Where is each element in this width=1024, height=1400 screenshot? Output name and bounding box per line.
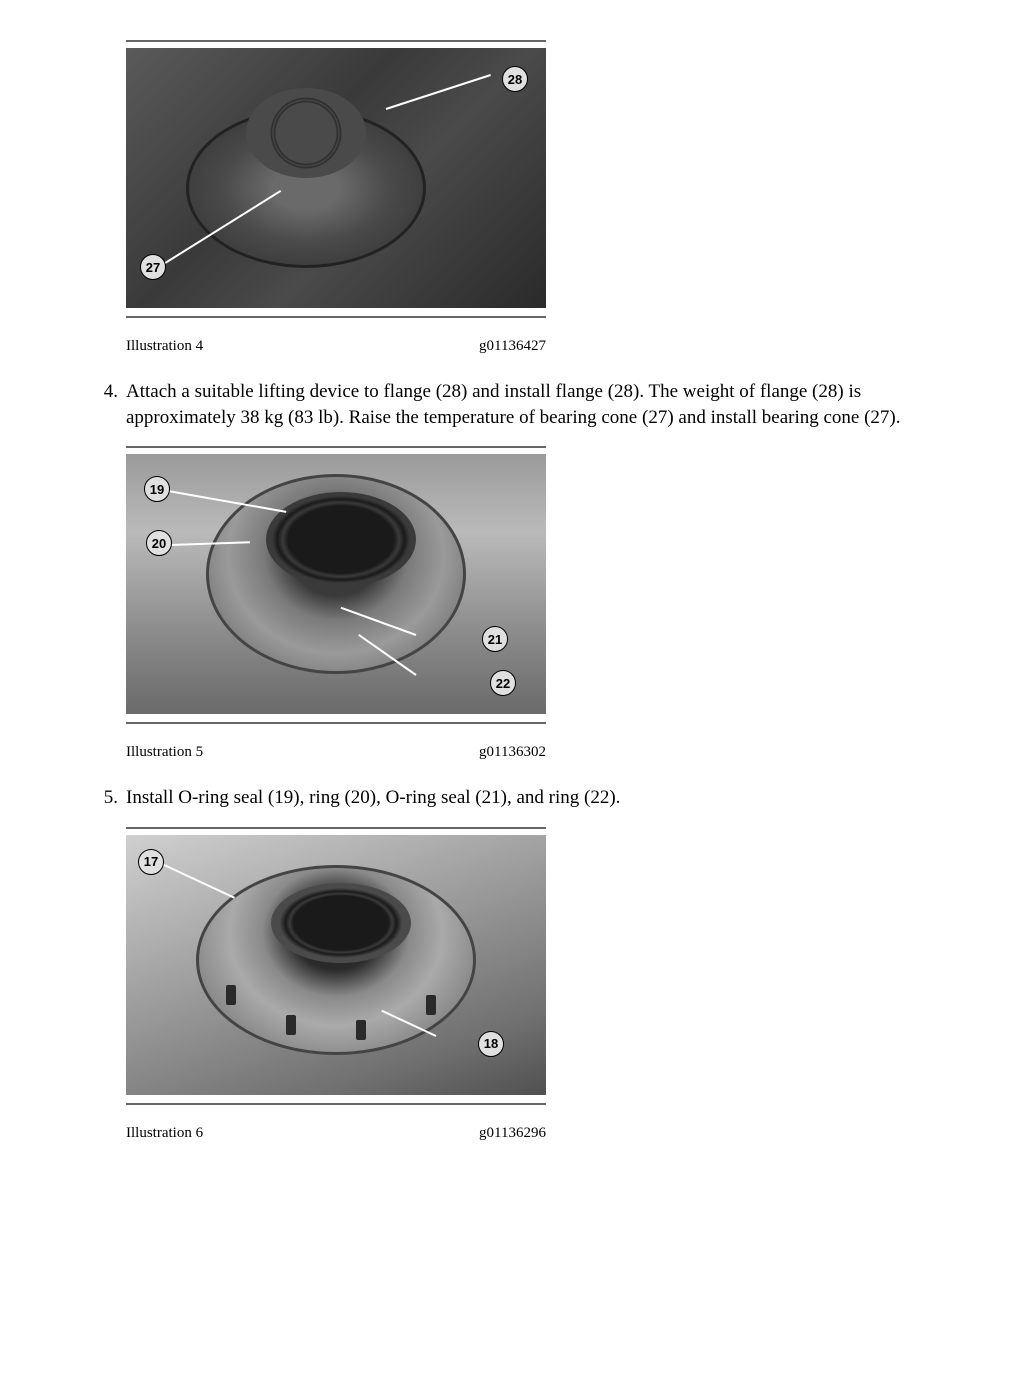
callout-21: 21	[482, 626, 508, 652]
callout-28: 28	[502, 66, 528, 92]
illustration-6-image: 17 18	[126, 835, 546, 1095]
callout-17: 17	[138, 849, 164, 875]
callout-20: 20	[146, 530, 172, 556]
step-4-number: 4.	[90, 379, 126, 430]
illustration-4-code: g01136427	[479, 338, 546, 355]
callout-19: 19	[144, 476, 170, 502]
illustration-5-image: 19 20 21 22	[126, 454, 546, 714]
illustration-4-label: Illustration 4	[126, 338, 203, 355]
illustration-4-image: 27 28	[126, 48, 546, 308]
callout-18: 18	[478, 1031, 504, 1057]
illustration-5-code: g01136302	[479, 744, 546, 761]
illustration-6-label: Illustration 6	[126, 1125, 203, 1142]
step-4-text: Attach a suitable lifting device to flan…	[126, 379, 934, 430]
illustration-5-label: Illustration 5	[126, 744, 203, 761]
illustration-6-code: g01136296	[479, 1125, 546, 1142]
callout-27: 27	[140, 254, 166, 280]
step-5-number: 5.	[90, 785, 126, 811]
step-5-text: Install O-ring seal (19), ring (20), O-r…	[126, 785, 934, 811]
callout-22: 22	[490, 670, 516, 696]
